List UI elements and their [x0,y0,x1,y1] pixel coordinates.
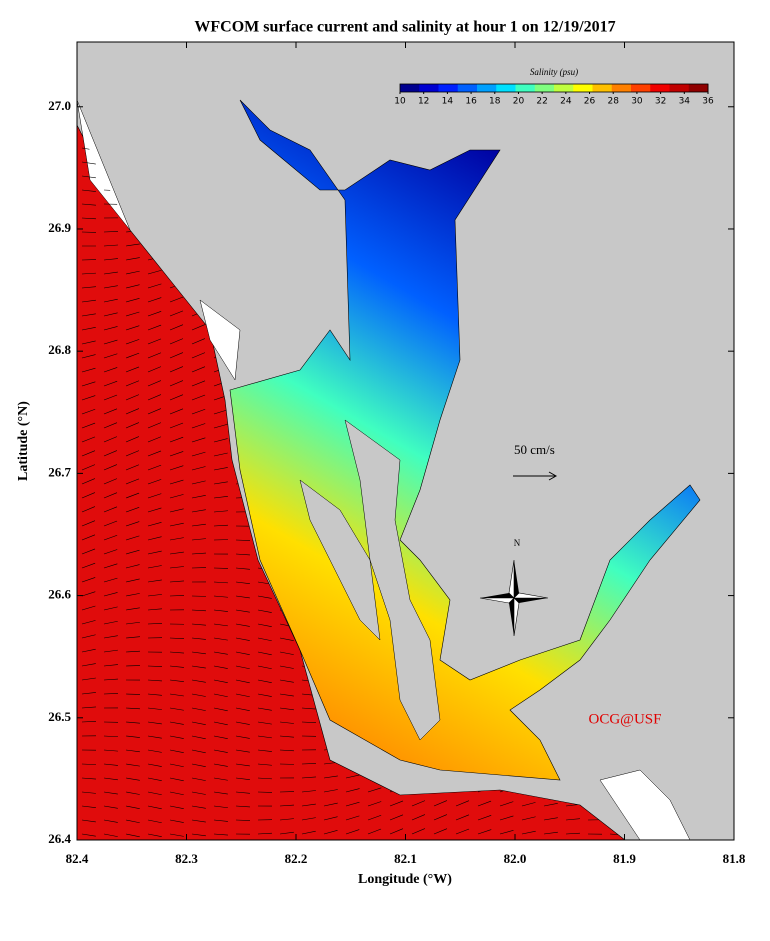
x-tick-label: 82.0 [504,851,527,866]
colorbar-cell [573,84,593,92]
colorbar-tick-label: 12 [418,97,429,107]
colorbar-cell [477,84,497,92]
y-tick-label: 26.9 [48,220,71,235]
credit: OCG@USF [588,711,661,727]
colorbar-cell [650,84,670,92]
map-title: WFCOM surface current and salinity at ho… [194,19,615,36]
colorbar-tick-label: 32 [655,97,666,107]
colorbar-cell [400,84,420,92]
x-tick-label: 82.2 [285,851,308,866]
x-tick-label: 81.9 [613,851,636,866]
colorbar-cell [689,84,709,92]
y-axis-label: Latitude (°N) [16,401,31,481]
x-tick-label: 82.4 [66,851,89,866]
colorbar-cell [554,84,574,92]
colorbar-tick-label: 16 [465,97,477,107]
scale-label: 50 cm/s [514,442,555,457]
colorbar-cell [535,84,555,92]
x-tick-label: 82.3 [175,851,198,866]
colorbar-tick-label: 22 [536,97,547,107]
colorbar-tick-label: 28 [608,97,620,107]
y-tick-label: 26.7 [48,464,71,479]
colorbar-cell [612,84,632,92]
colorbar-cell [516,84,536,92]
x-tick-label: 82.1 [394,851,417,866]
y-tick-label: 26.5 [48,709,71,724]
colorbar-cell [419,84,439,92]
colorbar-cell [593,84,613,92]
colorbar-tick-label: 34 [679,97,691,107]
y-tick-label: 27.0 [48,98,71,113]
x-tick-label: 81.8 [723,851,746,866]
colorbar-tick-label: 14 [442,97,454,107]
y-tick-label: 26.4 [48,831,71,846]
colorbar-cell [631,84,651,92]
y-tick-label: 26.6 [48,587,71,602]
colorbar-cell [439,84,459,92]
colorbar-label: Salinity (psu) [530,67,578,77]
colorbar-tick-label: 20 [513,97,525,107]
colorbar-tick-label: 18 [489,97,501,107]
colorbar-cell [670,84,690,92]
colorbar-cell [496,84,516,92]
colorbar-tick-label: 30 [631,97,643,107]
x-axis-label: Longitude (°W) [358,872,452,887]
colorbar-tick-label: 36 [702,97,714,107]
colorbar-cell [458,84,478,92]
north-label: N [514,538,521,548]
colorbar-tick-label: 26 [584,97,596,107]
map-area: 50 cm/s N OCG@USF Salinity (psu) 10 12 14 1… [77,42,734,840]
colorbar-tick-label: 24 [560,97,572,107]
colorbar-tick-label: 10 [394,97,406,107]
y-tick-label: 26.8 [48,342,71,357]
